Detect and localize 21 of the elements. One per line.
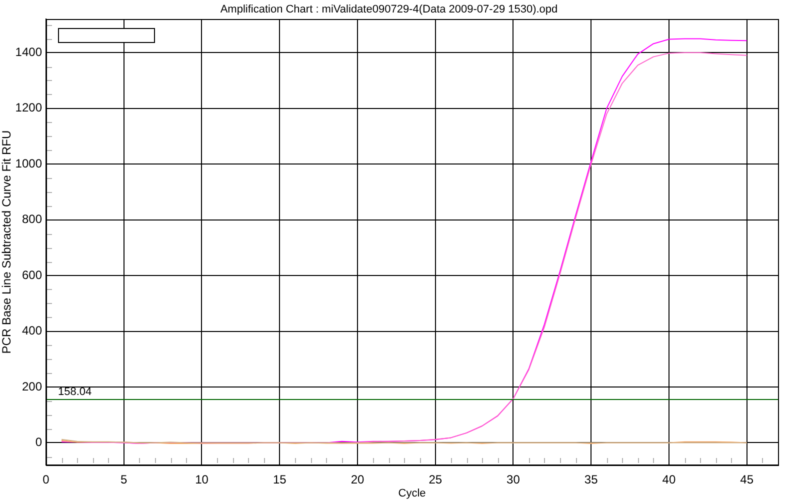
y-tick-label: 200 bbox=[22, 379, 42, 394]
y-tick-label: 400 bbox=[22, 324, 42, 338]
x-tick-label: 10 bbox=[195, 472, 209, 487]
x-tick-label: 35 bbox=[584, 472, 598, 487]
x-tick-label: 30 bbox=[506, 472, 520, 487]
x-tick-label: 45 bbox=[740, 472, 754, 487]
x-tick-label: 25 bbox=[428, 472, 442, 487]
y-tick-label: 1200 bbox=[15, 100, 42, 115]
y-tick-label: 1000 bbox=[15, 156, 42, 170]
x-tick-label: 15 bbox=[272, 472, 287, 487]
y-tick-label: 1400 bbox=[15, 44, 42, 59]
y-tick-label: 0 bbox=[35, 435, 42, 450]
x-tick-label: 5 bbox=[120, 472, 128, 487]
x-tick-label: 40 bbox=[662, 472, 676, 487]
x-axis-title: Cycle bbox=[398, 487, 426, 500]
y-tick-label: 600 bbox=[22, 268, 42, 282]
y-axis-title: PCR Base Line Subtracted Curve Fit RFU bbox=[0, 130, 14, 354]
chart-title: Amplification Chart : miValidate090729-4(Data 2009-07-29 1530).opd bbox=[220, 4, 558, 16]
y-tick-label: 800 bbox=[22, 212, 42, 226]
x-tick-label: 20 bbox=[350, 472, 364, 487]
ref-line-label: 158.04 bbox=[58, 386, 92, 398]
